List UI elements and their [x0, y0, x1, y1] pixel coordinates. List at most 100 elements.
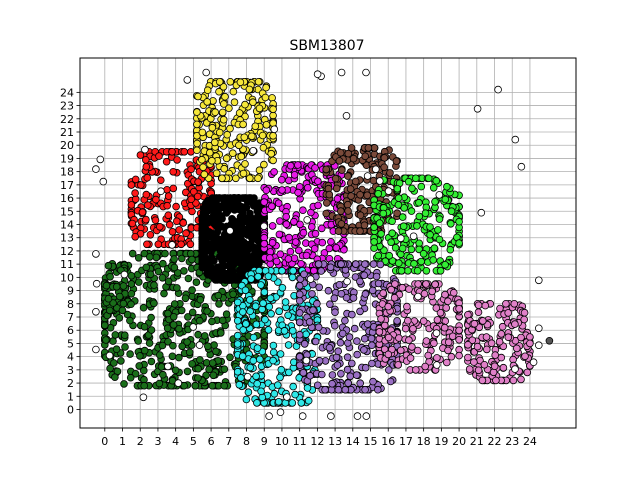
- scatter-point: [143, 240, 151, 249]
- scatter-point: [269, 119, 277, 127]
- scatter-point: [193, 108, 201, 116]
- scatter-point: [173, 217, 181, 226]
- scatter-point: [276, 373, 284, 382]
- scatter-point: [229, 149, 237, 158]
- scatter-point: [331, 174, 340, 183]
- scatter-point: [127, 271, 136, 280]
- scatter-point: [489, 368, 498, 377]
- scatter-point: [315, 356, 324, 365]
- scatter-point: [225, 276, 233, 284]
- scatter-point: [299, 228, 308, 237]
- scatter-point: [273, 381, 282, 389]
- scatter-point: [325, 244, 334, 253]
- scatter-point: [126, 373, 135, 382]
- scatter-point: [291, 238, 300, 246]
- scatter-point: [367, 334, 376, 343]
- x-tick-label: 6: [208, 435, 215, 448]
- scatter-point: [407, 207, 416, 215]
- scatter-point: [188, 255, 196, 264]
- scatter-point: [261, 315, 269, 324]
- scatter-point: [288, 273, 297, 282]
- scatter-point: [363, 172, 372, 180]
- scatter-point: [194, 374, 202, 382]
- scatter-point: [285, 233, 293, 242]
- scatter-point: [251, 200, 260, 208]
- scatter-point: [401, 324, 410, 333]
- scatter-point: [171, 366, 180, 375]
- scatter-point: [455, 351, 463, 360]
- scatter-point: [255, 166, 264, 175]
- scatter-point: [218, 316, 227, 325]
- scatter-point: [215, 300, 223, 308]
- x-tick-label: 20: [452, 435, 466, 448]
- scatter-point: [413, 346, 422, 355]
- scatter-point: [379, 289, 388, 297]
- scatter-point: [384, 187, 393, 195]
- scatter-point: [384, 333, 393, 342]
- scatter-point: [436, 308, 445, 317]
- scatter-point: [444, 297, 452, 306]
- scatter-point: [264, 326, 273, 334]
- scatter-point: [115, 292, 124, 301]
- scatter-point: [490, 362, 499, 371]
- scatter-point: [223, 201, 232, 209]
- y-tick-label: 0: [67, 404, 74, 417]
- scatter-point: [384, 302, 393, 311]
- scatter-point: [349, 154, 358, 163]
- scatter-point: [370, 244, 378, 252]
- scatter-point: [109, 337, 117, 345]
- scatter-point: [512, 344, 521, 353]
- scatter-point: [337, 68, 346, 77]
- scatter-point: [183, 338, 191, 346]
- cluster-2: [127, 148, 215, 249]
- scatter-point: [208, 156, 216, 165]
- scatter-point: [140, 346, 149, 355]
- scatter-point: [311, 229, 320, 238]
- scatter-point: [202, 202, 210, 210]
- scatter-point: [226, 78, 235, 86]
- scatter-point: [447, 352, 456, 361]
- scatter-point: [406, 354, 415, 362]
- x-axis: 0 1 2 3 4 5 6 7 8 9 10 11 12 13 14 15 16 17 18 19 20 21 22 23 24: [101, 428, 537, 448]
- scatter-point: [289, 382, 298, 391]
- scatter-point: [253, 399, 261, 407]
- scatter-point: [237, 152, 246, 161]
- scatter-point: [236, 78, 245, 86]
- scatter-point: [313, 299, 321, 308]
- scatter-point: [465, 365, 474, 373]
- scatter-point: [230, 260, 238, 269]
- y-tick-label: 17: [60, 179, 74, 192]
- scatter-point: [307, 223, 316, 231]
- scatter-point: [308, 290, 316, 298]
- scatter-point: [215, 242, 224, 251]
- scatter-point: [219, 83, 228, 91]
- scatter-point: [257, 281, 265, 289]
- scatter-point: [249, 147, 258, 155]
- scatter-point: [417, 257, 426, 266]
- scatter-point: [395, 334, 403, 342]
- scatter-point: [291, 390, 299, 399]
- scatter-point: [370, 238, 378, 246]
- scatter-point: [220, 164, 229, 173]
- scatter-point: [330, 294, 339, 303]
- scatter-point: [391, 243, 400, 252]
- scatter-point: [351, 177, 360, 186]
- scatter-point: [206, 241, 215, 250]
- y-tick-label: 8: [67, 298, 74, 311]
- scatter-point: [156, 351, 164, 359]
- scatter-point: [362, 412, 371, 420]
- scatter-point: [526, 333, 534, 341]
- scatter-point: [331, 308, 339, 317]
- scatter-point: [127, 289, 136, 298]
- scatter-point: [212, 169, 221, 178]
- cluster-13: [545, 336, 554, 345]
- scatter-point: [252, 255, 261, 264]
- scatter-point: [432, 176, 441, 185]
- scatter-point: [394, 259, 403, 267]
- scatter-point: [191, 381, 200, 390]
- scatter-point: [300, 270, 308, 279]
- scatter-point: [384, 350, 393, 359]
- scatter-point: [430, 244, 439, 253]
- scatter-point: [228, 251, 237, 260]
- x-tick-label: 7: [225, 435, 232, 448]
